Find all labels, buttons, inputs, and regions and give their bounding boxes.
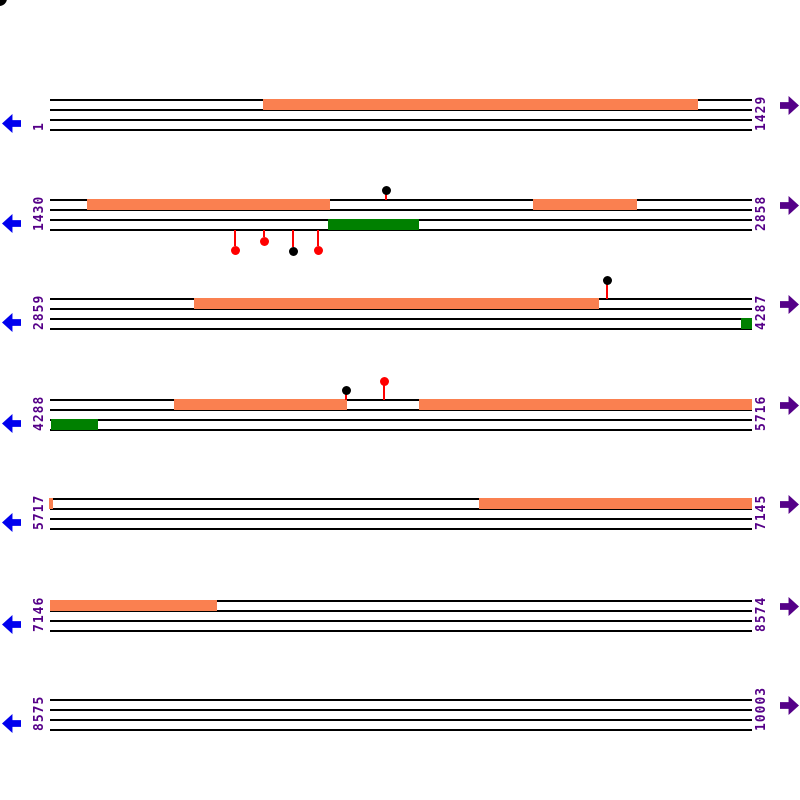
frame-line [50,399,752,401]
frame-line [50,610,752,612]
signal-marker-stem [383,385,385,400]
track-start-coordinate: 1 [32,122,47,131]
track-end-coordinate: 4287 [754,294,769,330]
frame-line [50,518,752,520]
signal-marker-stem [263,230,265,237]
track-end-coordinate: 5716 [754,395,769,431]
forward-orf-bar [87,199,330,210]
clipped-corner-dot [0,0,7,6]
signal-marker-stem [317,230,319,246]
track-end-coordinate: 7145 [754,494,769,530]
frame-line [50,498,752,500]
forward-orf-bar [49,498,53,509]
track-end-coordinate: 1429 [754,95,769,131]
forward-strand-arrow-icon [780,597,799,616]
reverse-orf-bar [741,318,752,329]
signal-marker-stem [292,230,294,247]
signal-marker-dot [259,236,269,246]
track-start-coordinate: 8575 [32,695,47,731]
track-end-coordinate: 10003 [754,686,769,731]
track-start-coordinate: 2859 [32,294,47,330]
track-end-coordinate: 8574 [754,596,769,632]
frame-line [50,119,752,121]
reverse-strand-arrow-icon [2,214,21,233]
frame-line [50,729,752,731]
reverse-strand-arrow-icon [2,414,21,433]
track-start-coordinate: 4288 [32,395,47,431]
frame-line [50,600,752,602]
signal-marker-dot [230,245,240,255]
forward-orf-bar [174,399,347,410]
forward-strand-arrow-icon [780,495,799,514]
frame-line [50,328,752,330]
reverse-strand-arrow-icon [2,114,21,133]
frame-line [50,409,752,411]
frame-line [50,709,752,711]
forward-orf-bar [194,298,599,309]
signal-marker-stem [234,230,236,246]
signal-marker-dot [381,185,391,195]
forward-strand-arrow-icon [780,96,799,115]
forward-orf-bar [263,99,698,110]
reverse-strand-arrow-icon [2,615,21,634]
forward-orf-bar [533,199,637,210]
track-end-coordinate: 2858 [754,195,769,231]
signal-marker-dot [313,245,323,255]
frame-line [50,318,752,320]
frame-line [50,129,752,131]
forward-strand-arrow-icon [780,396,799,415]
frame-line [50,199,752,201]
reverse-strand-arrow-icon [2,714,21,733]
frame-line [50,719,752,721]
reverse-strand-arrow-icon [2,513,21,532]
forward-orf-bar [50,600,217,611]
signal-marker-dot [341,385,351,395]
track-start-coordinate: 7146 [32,596,47,632]
signal-marker-stem [385,194,387,200]
reverse-orf-bar [51,419,98,430]
frame-line [50,209,752,211]
reverse-orf-bar [328,219,419,230]
frame-line [50,508,752,510]
signal-marker-stem [345,394,347,400]
forward-orf-bar [479,498,752,509]
track-start-coordinate: 5717 [32,494,47,530]
reverse-strand-arrow-icon [2,313,21,332]
forward-strand-arrow-icon [780,295,799,314]
frame-line [50,528,752,530]
frame-line [50,419,752,421]
forward-strand-arrow-icon [780,696,799,715]
signal-marker-dot [288,246,298,256]
forward-strand-arrow-icon [780,196,799,215]
forward-orf-bar [419,399,752,410]
signal-marker-stem [606,284,608,299]
track-start-coordinate: 1430 [32,195,47,231]
frame-line [50,429,752,431]
signal-marker-dot [602,275,612,285]
frame-line [50,630,752,632]
frame-line [50,620,752,622]
signal-marker-dot [379,376,389,386]
frame-line [50,699,752,701]
